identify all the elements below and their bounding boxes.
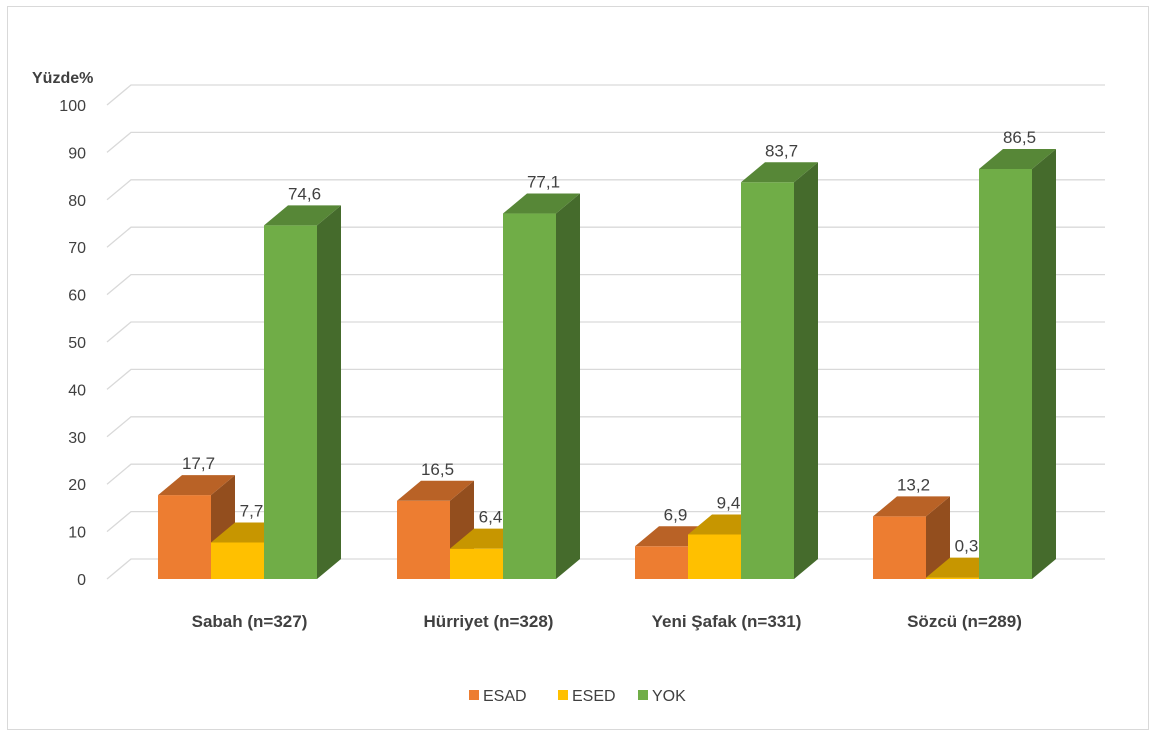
gridline [106, 179, 1105, 201]
legend-label: YOK [652, 688, 686, 705]
y-tick-label: 70 [68, 240, 86, 257]
gridline [106, 84, 1105, 106]
data-label: 74,6 [288, 184, 321, 203]
bar [741, 182, 794, 579]
bar-chart: 0 10 20 30 40 50 60 70 80 90 100 Yüzde% 17,7 7,7 74,… [32, 70, 1105, 705]
gridline [106, 463, 1105, 485]
bar [635, 546, 688, 579]
x-tick-label: Sabah (n=327) [192, 612, 308, 631]
bar [450, 548, 503, 579]
gridline [106, 131, 1105, 153]
gridline [106, 416, 1105, 438]
legend: ESAD ESED YOK [469, 688, 686, 705]
bar-top [264, 205, 341, 226]
y-tick-label: 50 [68, 335, 86, 352]
y-tick-label: 40 [68, 382, 86, 399]
x-axis-ticks: Sabah (n=327) Hürriyet (n=328) Yeni Şafak … [192, 612, 1022, 631]
x-tick-label: Hürriyet (n=328) [424, 612, 554, 631]
data-label: 83,7 [765, 141, 798, 160]
bar [397, 500, 450, 579]
bar [264, 225, 317, 579]
bar [873, 516, 926, 579]
legend-swatch [558, 690, 568, 700]
y-tick-label: 10 [68, 525, 86, 542]
gridline [106, 321, 1105, 343]
y-axis-ticks: 0 10 20 30 40 50 60 70 80 90 100 [59, 98, 86, 589]
bar-side [556, 193, 580, 579]
bar-side [794, 162, 818, 579]
bar-top [503, 193, 580, 214]
data-label: 6,4 [479, 508, 503, 527]
bar-top [979, 148, 1056, 169]
bar-side [317, 205, 341, 579]
legend-swatch [469, 690, 479, 700]
y-tick-label: 30 [68, 430, 86, 447]
chart-frame: 0 10 20 30 40 50 60 70 80 90 100 Yüzde% 17,7 7,7 74,… [7, 6, 1149, 730]
gridline [106, 273, 1105, 296]
data-label: 7,7 [240, 502, 264, 521]
bar-top [741, 162, 818, 183]
legend-swatch [638, 690, 648, 700]
legend-label: ESED [572, 688, 616, 705]
data-label: 77,1 [527, 173, 560, 192]
gridline [106, 226, 1105, 248]
data-label: 9,4 [717, 493, 741, 512]
x-tick-label: Yeni Şafak (n=331) [652, 612, 802, 631]
y-tick-label: 20 [68, 477, 86, 494]
bar [503, 213, 556, 579]
data-label: 13,2 [897, 475, 930, 494]
y-tick-label: 60 [68, 288, 86, 305]
data-label: 6,9 [664, 505, 688, 524]
data-label: 17,7 [182, 454, 215, 473]
bar-side [1032, 148, 1056, 580]
gridlines [106, 84, 1105, 580]
bar [688, 534, 741, 579]
x-tick-label: Sözcü (n=289) [907, 612, 1022, 631]
bar-side [926, 496, 950, 579]
bar [211, 542, 264, 579]
bar-top [158, 475, 235, 496]
bar-top [397, 480, 474, 501]
y-tick-label: 80 [68, 193, 86, 210]
bar [158, 495, 211, 579]
legend-label: ESAD [483, 688, 527, 705]
bar [979, 168, 1032, 580]
y-tick-label: 0 [77, 572, 86, 589]
bar [926, 577, 979, 579]
bars [158, 148, 1056, 580]
y-tick-label: 90 [68, 145, 86, 162]
data-label: 16,5 [421, 460, 454, 479]
gridline [106, 368, 1105, 390]
data-label: 86,5 [1003, 128, 1036, 147]
bar-top [873, 496, 950, 517]
y-tick-label: 100 [59, 98, 86, 115]
y-axis-title: Yüzde% [32, 70, 93, 87]
data-label: 0,3 [955, 537, 979, 556]
data-labels: 17,7 7,7 74,6 16,5 6,4 77,1 6,9 9,4 83,7 13,2 0,3 8… [182, 128, 1036, 556]
